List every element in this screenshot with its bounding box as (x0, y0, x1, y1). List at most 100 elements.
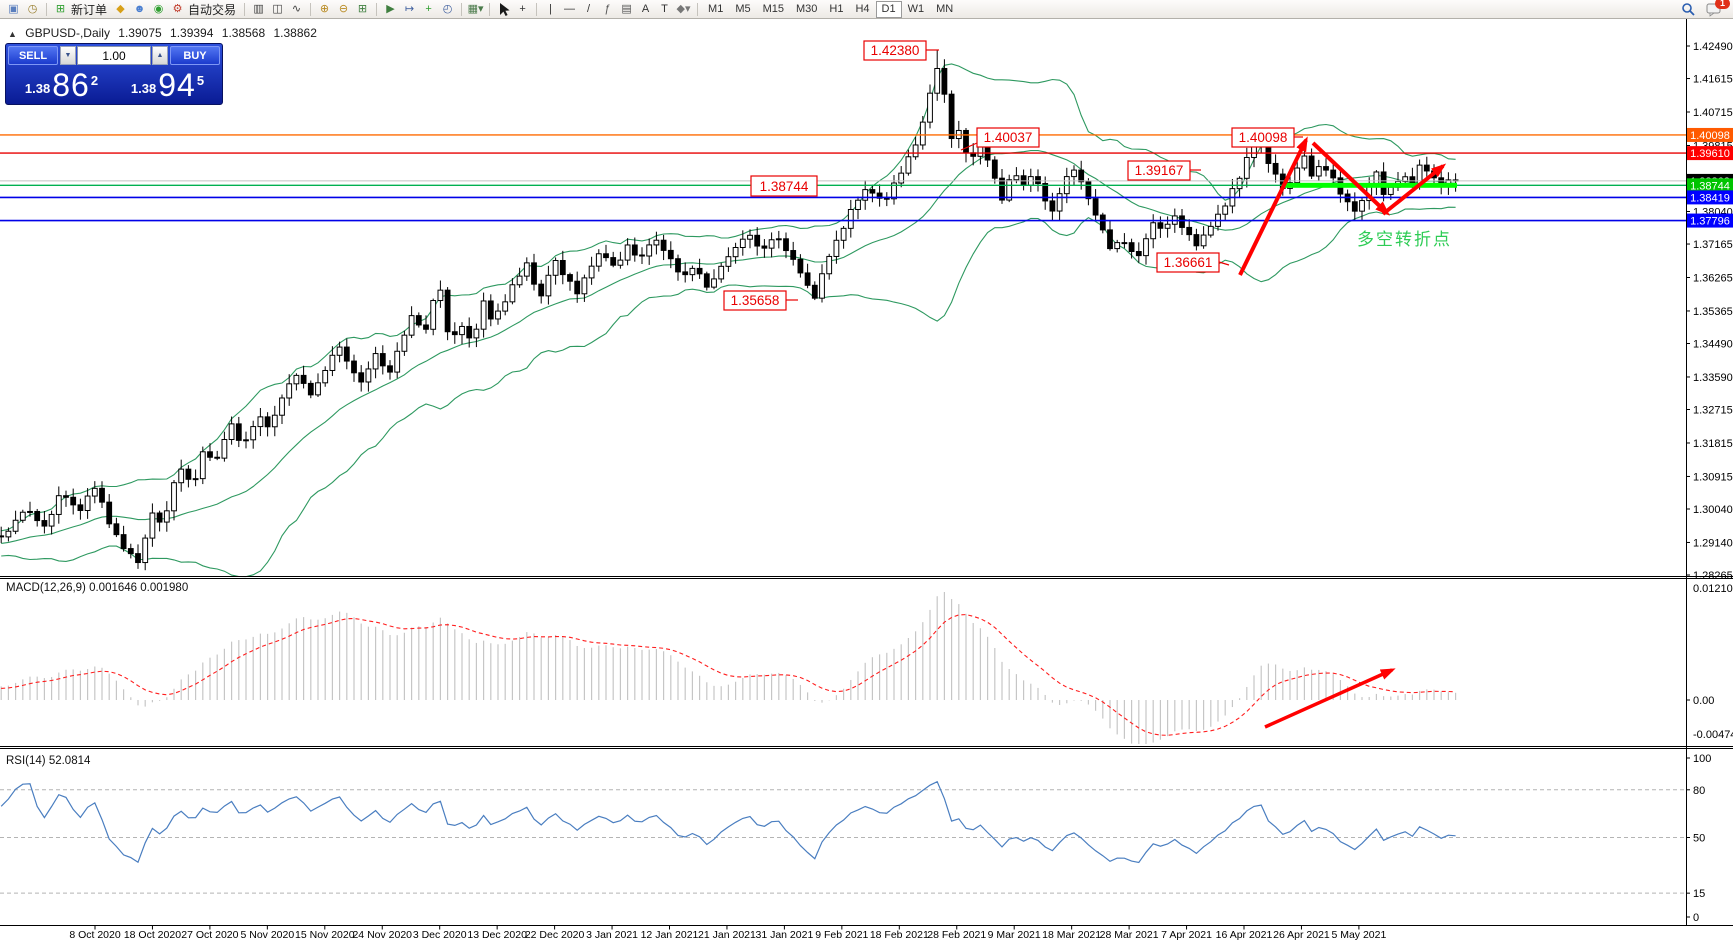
line-chart-icon[interactable]: ∿ (291, 2, 302, 15)
ohlc-close: 1.38862 (273, 26, 317, 40)
template-icon[interactable]: ▦▾ (467, 2, 484, 15)
timeframe-m15[interactable]: M15 (762, 2, 784, 15)
svg-text:16 Apr 2021: 16 Apr 2021 (1216, 929, 1273, 940)
svg-text:1.36661: 1.36661 (1164, 255, 1213, 270)
cursor-icon[interactable] (494, 2, 513, 17)
note-text: 多空转折点 (1357, 230, 1452, 249)
svg-text:1.41615: 1.41615 (1693, 74, 1733, 86)
svg-text:15: 15 (1693, 888, 1705, 900)
search-icon[interactable] (1679, 2, 1698, 17)
autotrading-icon[interactable]: ⚙ (172, 2, 183, 15)
svg-text:31 Jan 2021: 31 Jan 2021 (755, 929, 813, 940)
volume-input[interactable] (77, 46, 151, 65)
buy-button[interactable]: BUY (170, 46, 220, 65)
svg-text:1.40715: 1.40715 (1693, 107, 1733, 119)
toolbar-separator (697, 2, 699, 16)
svg-text:8 Oct 2020: 8 Oct 2020 (69, 929, 121, 940)
community-icon[interactable]: ☻ (133, 2, 146, 15)
rsi-panel: 100 80 50 15 0 RSI(14) 52.0814 (0, 753, 1711, 924)
auto-scroll-icon[interactable]: ▶ (386, 2, 395, 15)
svg-text:1.40098: 1.40098 (1690, 130, 1730, 142)
period-icon[interactable]: ◴ (442, 2, 453, 15)
channel-icon[interactable]: ▤ (621, 2, 632, 15)
svg-text:1.36265: 1.36265 (1693, 272, 1733, 284)
svg-text:MACD(12,26,9) 0.001646 0.00198: MACD(12,26,9) 0.001646 0.001980 (6, 582, 188, 594)
crosshair-icon[interactable]: + (519, 2, 526, 15)
toolbar: ▣ ◷ ⊞ 新订单 ◆ ☻ ◉ ⚙ 自动交易 ▥ ◫ ∿ ⊕ ⊖ ⊞ ▶ ↦ + ◴ ▦▾ + | — / ƒ ▤ A T ◆▾ M1 M… (0, 0, 1733, 19)
toolbar-separator (46, 2, 47, 16)
toolbar-groups: ▣ ◷ ⊞ 新订单 ◆ ☻ ◉ ⚙ 自动交易 ▥ ◫ ∿ ⊕ ⊖ ⊞ ▶ ↦ + ◴ ▦▾ + | — / ƒ ▤ A T ◆▾ (4, 0, 693, 18)
horizontal-line-icon[interactable]: — (564, 2, 576, 15)
signals-icon[interactable]: ◉ (153, 2, 164, 15)
collapse-marker-icon[interactable]: ▲ (8, 29, 17, 39)
timeframe-h4[interactable]: H4 (855, 2, 870, 15)
svg-text:3 Dec 2020: 3 Dec 2020 (413, 929, 467, 940)
volume-decrease-button[interactable]: ▼ (60, 46, 76, 65)
timeframe-w1[interactable]: W1 (907, 2, 925, 15)
chart-canvas[interactable]: 1.424901.416151.407151.398151.389151.380… (0, 19, 1733, 940)
svg-text:0: 0 (1693, 912, 1699, 924)
date-axis: 8 Oct 2020 18 Oct 2020 27 Oct 2020 5 Nov 20… (69, 925, 1386, 940)
gold-bar-icon[interactable]: ◆ (116, 2, 125, 15)
add-indicator-icon[interactable]: + (425, 2, 432, 15)
svg-text:3 Jan 2021: 3 Jan 2021 (586, 929, 638, 940)
svg-text:1.40037: 1.40037 (984, 130, 1033, 145)
profiles-icon[interactable]: ◷ (27, 2, 38, 15)
timeframe-h1[interactable]: H1 (829, 2, 844, 15)
candle-chart-icon[interactable]: ◫ (272, 2, 283, 15)
ohlc-low: 1.38568 (221, 26, 266, 40)
svg-text:1.34490: 1.34490 (1693, 339, 1733, 351)
svg-text:13 Dec 2020: 13 Dec 2020 (467, 929, 527, 940)
fibonacci-icon[interactable]: ƒ (604, 2, 611, 15)
svg-text:1.35365: 1.35365 (1693, 306, 1733, 318)
trendline-icon[interactable]: / (587, 2, 591, 15)
shapes-icon[interactable]: ◆▾ (676, 2, 691, 15)
timeframe-m30[interactable]: M30 (796, 2, 818, 15)
sell-button[interactable]: SELL (8, 46, 58, 65)
svg-text:21 Jan 2021: 21 Jan 2021 (698, 929, 756, 940)
svg-text:50: 50 (1693, 833, 1705, 845)
zoom-in-icon[interactable]: ⊕ (319, 2, 330, 15)
timeframe-m5[interactable]: M5 (735, 2, 751, 15)
sell-price-pip: 2 (90, 73, 99, 88)
svg-text:22 Dec 2020: 22 Dec 2020 (525, 929, 585, 940)
chart-shift-icon[interactable]: ↦ (404, 2, 415, 15)
tile-windows-icon[interactable]: ⊞ (357, 2, 368, 15)
toolbar-separator (461, 2, 463, 16)
timeframe-d1[interactable]: D1 (875, 0, 902, 18)
price-callouts: 1.42380 1.40037 1.40098 1.39167 1.38744 1.366… (723, 40, 1303, 311)
svg-text:26 Apr 2021: 26 Apr 2021 (1273, 929, 1330, 940)
svg-text:1.28265: 1.28265 (1693, 570, 1733, 582)
new-chart-icon[interactable]: ▣ (8, 2, 19, 15)
volume-increase-button[interactable]: ▲ (152, 46, 168, 65)
svg-text:7 Apr 2021: 7 Apr 2021 (1161, 929, 1212, 940)
support-highlight-band (1283, 182, 1457, 188)
toolbar-separator (310, 2, 312, 16)
trend-arrows (1238, 136, 1447, 276)
text-icon[interactable]: A (641, 2, 650, 15)
new-order-button[interactable]: 新订单 (71, 2, 108, 17)
autotrading-button[interactable]: 自动交易 (188, 2, 237, 17)
svg-text:-0.004746: -0.004746 (1693, 729, 1733, 741)
timeframe-mn[interactable]: MN (936, 2, 954, 15)
buy-price[interactable]: 1.38 94 5 (114, 65, 220, 103)
sell-price-big: 86 (52, 67, 90, 103)
svg-text:1.37796: 1.37796 (1690, 216, 1730, 228)
text-label-icon[interactable]: T (661, 2, 668, 15)
timeframe-m1[interactable]: M1 (708, 2, 724, 15)
svg-text:1.29140: 1.29140 (1693, 537, 1733, 549)
buy-price-big: 94 (158, 67, 196, 103)
new-order-icon[interactable]: ⊞ (55, 2, 66, 15)
svg-text:1.37165: 1.37165 (1693, 239, 1733, 251)
svg-text:18 Oct 2020: 18 Oct 2020 (124, 929, 181, 940)
sell-price[interactable]: 1.38 86 2 (8, 65, 114, 103)
price-tags: 1.400981.396101.388621.387441.384191.377… (1687, 127, 1733, 228)
svg-text:15 Nov 2020: 15 Nov 2020 (295, 929, 355, 940)
svg-text:1.40098: 1.40098 (1239, 130, 1288, 145)
community-chat-icon[interactable]: 1 (1706, 0, 1730, 17)
bar-chart-icon[interactable]: ▥ (253, 2, 264, 15)
macd-trend-arrow (1264, 668, 1396, 729)
vertical-line-icon[interactable]: | (549, 2, 552, 15)
zoom-out-icon[interactable]: ⊖ (338, 2, 349, 15)
svg-text:1.39167: 1.39167 (1135, 163, 1184, 178)
